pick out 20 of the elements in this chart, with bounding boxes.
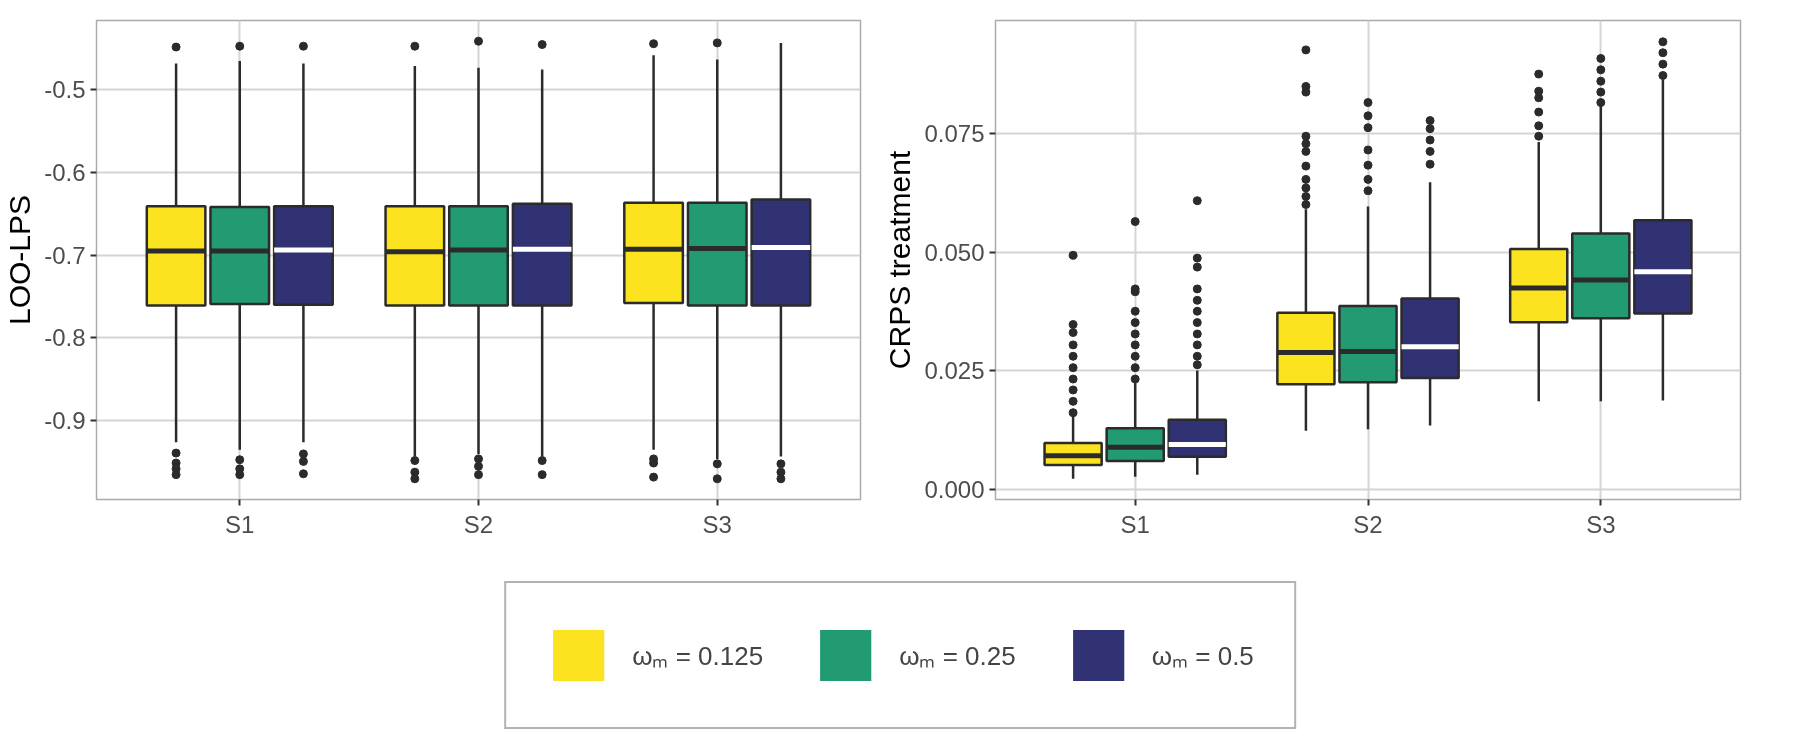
y-axis-title: CRPS treatment: [883, 150, 917, 370]
y-tick-label: 0.000: [924, 476, 985, 504]
y-tick-label: 0.025: [924, 357, 985, 385]
x-tick-label: S2: [463, 510, 494, 538]
y-tick-label: 0.075: [924, 120, 985, 148]
y-tick-label: -0.5: [44, 75, 86, 103]
x-tick-label: S3: [702, 510, 732, 538]
y-tick-label: 0.050: [924, 238, 985, 266]
y-tick-label: -0.6: [44, 158, 86, 186]
y-tick-label: -0.8: [44, 324, 86, 352]
y-axis-title: LOO-LPS: [3, 194, 37, 326]
legend-label: ωₘ = 0.125: [632, 640, 764, 673]
y-tick-label: -0.9: [44, 407, 86, 435]
y-tick-label: -0.7: [44, 241, 86, 269]
legend-label: ωₘ = 0.5: [1151, 640, 1254, 673]
x-tick-label: S1: [225, 510, 255, 538]
x-tick-label: S1: [1120, 510, 1150, 538]
legend-label: ωₘ = 0.25: [899, 640, 1016, 673]
x-tick-label: S2: [1353, 510, 1383, 538]
x-tick-label: S3: [1586, 510, 1616, 538]
